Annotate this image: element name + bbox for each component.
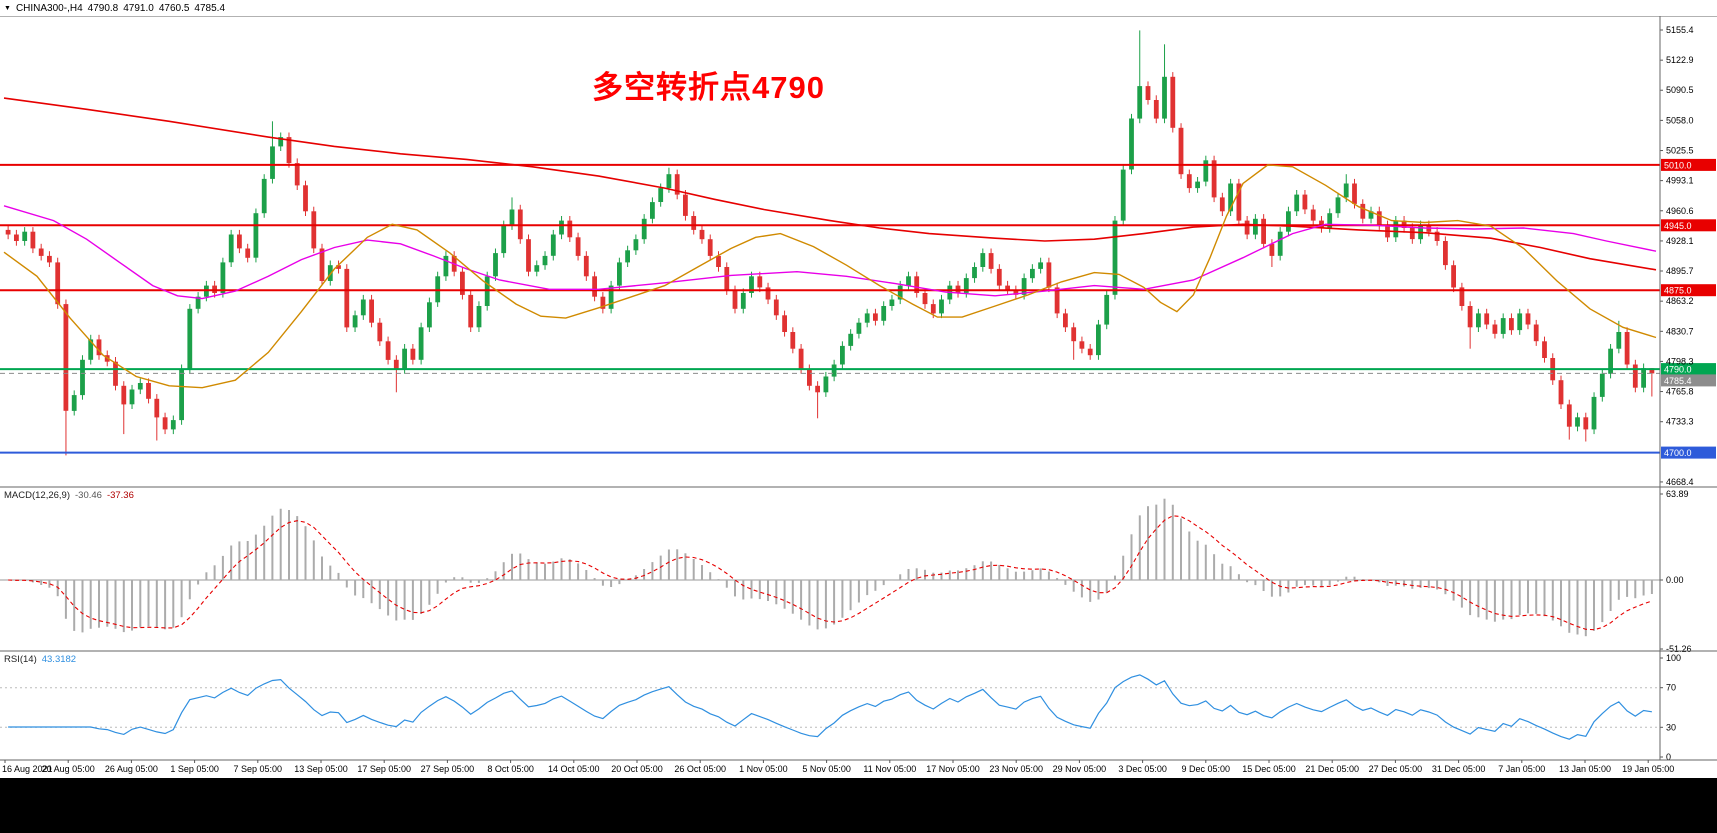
chart-canvas[interactable]: 5010.04945.04875.04790.04700.04785.45155…	[0, 0, 1717, 778]
time-axis-label: 21 Dec 05:00	[1305, 764, 1359, 774]
rsi-axis[interactable]: 100 70 30 0	[1660, 653, 1681, 762]
macd-value: -30.46	[75, 490, 102, 501]
time-axis-label: 1 Sep 05:00	[170, 764, 219, 774]
time-axis-label: 20 Aug 05:00	[42, 764, 95, 774]
rsi-axis-label: 30	[1666, 722, 1676, 732]
symbol-dropdown-icon[interactable]: ▼	[4, 4, 11, 12]
rsi-axis-label: 0	[1666, 752, 1671, 762]
price-axis-label: 4993.1	[1666, 176, 1694, 186]
price-axis-label: 4960.6	[1666, 206, 1694, 216]
time-axis-label: 3 Dec 05:00	[1118, 764, 1167, 774]
price-axis-label: 5155.4	[1666, 25, 1694, 35]
macd-signal-line	[8, 515, 1653, 631]
rsi-name: RSI(14)	[4, 654, 37, 665]
price-tag: 4700.0	[1664, 448, 1692, 458]
price-tag: 4785.4	[1664, 376, 1692, 386]
rsi-levels	[0, 687, 1660, 728]
time-axis-label: 9 Dec 05:00	[1182, 764, 1231, 774]
macd-axis-label: -51.26	[1666, 644, 1692, 654]
price-axis-label: 4765.8	[1666, 387, 1694, 397]
rsi-line	[8, 674, 1652, 740]
time-axis-label: 1 Nov 05:00	[739, 764, 788, 774]
price-tag: 4790.0	[1664, 365, 1692, 375]
time-axis-label: 27 Sep 05:00	[421, 764, 475, 774]
time-axis-label: 7 Sep 05:00	[234, 764, 283, 774]
time-axis-label: 17 Sep 05:00	[357, 764, 411, 774]
price-axis[interactable]: 5155.4 5122.9 5090.5 5058.0 5025.5 4993.1 4960…	[1660, 25, 1694, 487]
price-axis-label: 4798.3	[1666, 356, 1694, 366]
quote-high: 4791.0	[123, 2, 154, 14]
quote-low: 4760.5	[158, 2, 190, 14]
rsi-axis-label: 70	[1666, 683, 1676, 693]
time-axis-label: 26 Oct 05:00	[674, 764, 726, 774]
quote-close: 4785.4	[194, 2, 226, 14]
candles-layer	[5, 30, 1655, 456]
price-axis-label: 5058.0	[1666, 115, 1694, 125]
rsi-value: 43.3182	[41, 654, 77, 665]
time-axis-label: 16 Aug 2021	[2, 764, 53, 774]
price-axis-label: 4668.4	[1666, 477, 1694, 487]
time-axis-label: 19 Jan 05:00	[1622, 764, 1674, 774]
time-axis-label: 11 Nov 05:00	[863, 764, 916, 774]
time-axis-label: 29 Nov 05:00	[1053, 764, 1107, 774]
horizontal-lines	[0, 163, 1660, 454]
ma-mid-magenta	[3, 205, 1657, 300]
time-axis-label: 13 Jan 05:00	[1559, 764, 1611, 774]
price-axis-label: 4895.7	[1666, 266, 1694, 276]
chart-info-bar: ▼ CHINA300-,H4 4790.8 4791.0 4760.5 4785…	[0, 0, 1717, 16]
macd-histogram	[0, 498, 1660, 637]
macd-indicator-label: MACD(12,26,9) -30.46 -37.36	[4, 490, 134, 501]
time-axis-label: 23 Nov 05:00	[989, 764, 1043, 774]
ma-long-red	[3, 97, 1657, 271]
time-axis-label: 26 Aug 05:00	[105, 764, 158, 774]
ma-short-orange	[3, 164, 1657, 389]
macd-axis-label: 63.89	[1666, 489, 1689, 499]
macd-axis-label: 0.00	[1666, 575, 1684, 585]
time-axis-label: 20 Oct 05:00	[611, 764, 663, 774]
panel-borders	[0, 15, 1717, 761]
rsi-axis-label: 100	[1666, 653, 1681, 663]
rsi-indicator-label: RSI(14) 43.3182	[4, 654, 76, 665]
time-axis-label: 14 Oct 05:00	[548, 764, 600, 774]
price-axis-label: 5122.9	[1666, 55, 1694, 65]
time-axis-label: 27 Dec 05:00	[1369, 764, 1423, 774]
price-tag: 4945.0	[1664, 221, 1692, 231]
price-axis-label: 4733.3	[1666, 417, 1694, 427]
price-tag: 5010.0	[1664, 160, 1692, 170]
time-axis-label: 7 Jan 05:00	[1498, 764, 1545, 774]
price-tags: 5010.0 4945.0 4875.0 4790.0 4700.0 4785.4	[1661, 158, 1716, 459]
app-background-strip	[0, 778, 1717, 833]
chart-annotation: 多空转折点4790	[592, 70, 825, 105]
price-tag: 4875.0	[1664, 286, 1692, 296]
time-axis-label: 13 Sep 05:00	[294, 764, 348, 774]
macd-signal-value: -37.36	[106, 490, 134, 501]
macd-axis[interactable]: 63.89 0.00 -51.26	[1660, 489, 1692, 654]
price-axis-label: 5025.5	[1666, 146, 1694, 156]
price-axis-label: 4928.1	[1666, 236, 1694, 246]
time-axis-label: 31 Dec 05:00	[1432, 764, 1486, 774]
time-axis-label: 15 Dec 05:00	[1242, 764, 1296, 774]
time-axis-label: 8 Oct 05:00	[487, 764, 534, 774]
price-axis-label: 4863.2	[1666, 296, 1694, 306]
time-axis-label: 17 Nov 05:00	[926, 764, 980, 774]
quote-open: 4790.8	[87, 2, 119, 14]
symbol-period-label: CHINA300-,H4	[15, 2, 83, 14]
macd-name: MACD(12,26,9)	[4, 490, 70, 501]
time-axis-label: 5 Nov 05:00	[802, 764, 851, 774]
price-axis-label: 4830.7	[1666, 326, 1694, 336]
price-axis-label: 5090.5	[1666, 85, 1694, 95]
